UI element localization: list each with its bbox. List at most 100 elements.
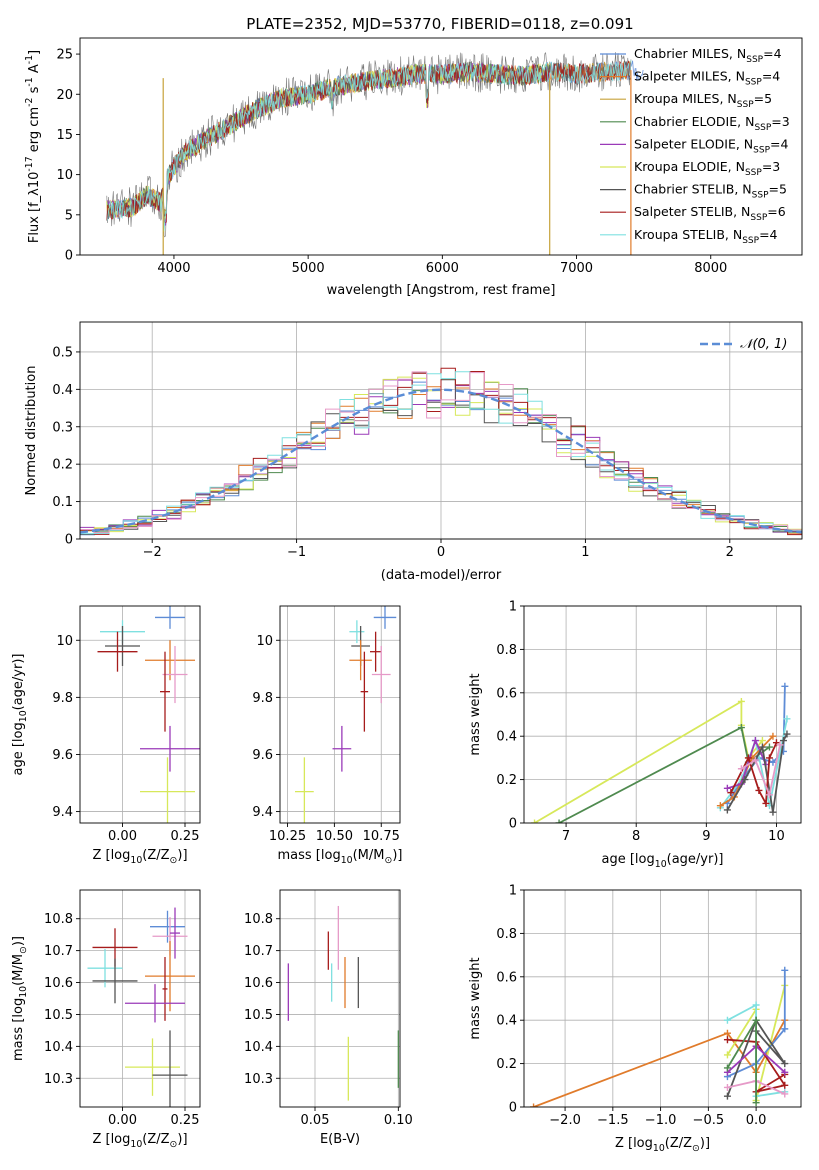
axes-frame	[79, 889, 201, 1108]
x-axis-label: Z [log10(Z/Z⊙)]	[615, 1136, 710, 1154]
residual-histogram	[80, 371, 802, 535]
legend-entry: Salpeter ELODIE, NSSP=4	[634, 136, 789, 155]
y-tick-label: 0.4	[52, 383, 73, 398]
mass-weight-marker	[781, 1068, 789, 1076]
label-fragment: ]	[27, 50, 42, 55]
y-tick-label: 10	[256, 634, 273, 649]
y-tick-label: 0.2	[496, 1057, 517, 1072]
y-tick-label: 10.3	[44, 1072, 73, 1087]
y-axis-label: mass weight	[468, 957, 483, 1039]
mass-weight-marker	[723, 784, 731, 792]
label-fragment: )]	[177, 848, 187, 863]
mass-weight-marker	[723, 1051, 731, 1059]
x-tick-label: 0.25	[171, 829, 200, 844]
label-fragment: Kroupa MILES, N	[634, 91, 737, 106]
x-axis-label: mass [log10(M/M⊙)]	[278, 848, 403, 866]
x-tick-label: 7000	[560, 261, 593, 276]
label-fragment: SSP	[754, 123, 771, 133]
data-point	[371, 645, 391, 704]
axes-frame	[279, 889, 401, 1108]
mass-weight-marker	[723, 1016, 731, 1024]
label-fragment: A	[27, 64, 42, 77]
y-axis-label: Flux [f_λ10-17 erg cm-2 s-1 A-1]	[24, 50, 42, 243]
y-tick-label: 10.8	[244, 912, 273, 927]
x-tick-label: 10.25	[269, 829, 306, 844]
data-point	[295, 757, 314, 823]
data-point	[92, 958, 138, 1004]
label-fragment: =5	[754, 91, 772, 106]
label-fragment: 10	[655, 859, 667, 870]
y-tick-label: 0.4	[496, 730, 517, 745]
label-fragment: Chabrier ELODIE, N	[634, 114, 754, 129]
y-tick-label: 0.1	[52, 495, 73, 510]
label-fragment: ⊙	[170, 855, 178, 866]
axes-frame	[523, 889, 802, 1108]
label-fragment: (Z/Z	[142, 848, 169, 863]
y-tick-label: 10.6	[244, 976, 273, 991]
mass-weight-marker	[772, 739, 780, 747]
mass-weight-marker	[723, 1036, 731, 1044]
mass-weight-marker	[781, 1025, 789, 1033]
label-fragment: Salpeter ELODIE, N	[634, 136, 753, 151]
label-fragment: SSP	[752, 191, 769, 201]
mass-weight-marker	[776, 741, 784, 749]
x-tick-label: 0.00	[108, 829, 137, 844]
x-tick-label: −1	[287, 545, 306, 560]
spectrum-data-line	[106, 52, 632, 238]
x-tick-label: −1.0	[645, 1113, 677, 1128]
data-point	[105, 625, 140, 666]
y-tick-label: 0	[65, 249, 73, 264]
label-fragment: (age/yr)]	[667, 852, 724, 867]
residual-histogram	[80, 371, 802, 534]
mass-weight-marker	[752, 1001, 760, 1009]
data-point	[332, 725, 352, 772]
legend-entry: Kroupa STELIB, NSSP=4	[634, 227, 778, 246]
data-point	[360, 651, 369, 732]
plot-area	[97, 606, 200, 823]
label-fragment: =4	[763, 46, 781, 61]
mass-weight-marker	[744, 754, 752, 762]
x-tick-label: 6000	[426, 261, 459, 276]
mass-weight-marker	[723, 1083, 731, 1091]
data-point	[162, 957, 168, 1021]
mass-weight-marker	[737, 724, 745, 732]
data-point	[349, 620, 365, 644]
label-fragment: age [log	[602, 852, 655, 867]
x-tick-label: 0.25	[171, 1113, 200, 1128]
mass-weight-marker	[723, 1064, 731, 1072]
plot-area	[80, 367, 802, 536]
mass-weight-marker	[762, 799, 770, 807]
data-point	[125, 984, 185, 1023]
x-tick-label: −1.5	[597, 1113, 629, 1128]
x-axis-label: age [log10(age/yr)]	[602, 852, 724, 870]
data-point	[97, 631, 138, 672]
mass-weight-marker	[530, 1103, 538, 1107]
mass-weight-marker	[781, 1060, 789, 1068]
x-tick-label: 7	[562, 829, 570, 844]
y-tick-label: 9.4	[252, 805, 273, 820]
y-tick-label: 9.6	[52, 748, 73, 763]
y-tick-label: 9.8	[252, 691, 273, 706]
x-tick-label: 8	[632, 829, 640, 844]
x-tick-label: −0.5	[693, 1113, 725, 1128]
mass-weight-marker	[751, 756, 759, 764]
label-fragment: 10	[130, 855, 142, 866]
data-point	[140, 725, 200, 772]
plot-area	[106, 52, 644, 255]
x-axis-label: E(B-V)	[320, 1132, 360, 1147]
gaussian-curve	[80, 388, 802, 534]
mass-weight-marker	[781, 1090, 789, 1098]
axes-frame	[79, 605, 201, 824]
y-tick-label: 10.8	[44, 912, 73, 927]
legend-entry: Salpeter STELIB, NSSP=6	[634, 204, 786, 223]
data-point	[145, 640, 195, 681]
label-fragment: (age/yr)]	[11, 654, 26, 711]
x-tick-label: 10	[768, 829, 785, 844]
label-fragment: -1	[24, 77, 35, 86]
label-fragment: =4	[762, 69, 780, 84]
y-axis-label: Normed distribution	[24, 366, 39, 496]
label-fragment: mass weight	[468, 673, 483, 755]
x-tick-label: 2	[726, 545, 734, 560]
